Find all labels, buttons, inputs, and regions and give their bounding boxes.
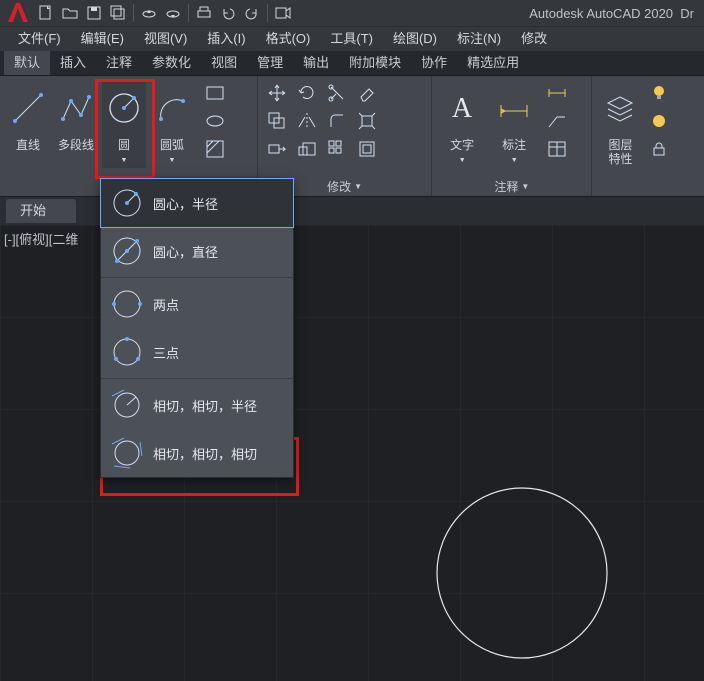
ribbon-tabs: 默认 插入 注释 参数化 视图 管理 输出 附加模块 协作 精选应用 (0, 51, 704, 76)
title-bar: Autodesk AutoCAD 2020 Dr (529, 6, 700, 21)
explode-icon[interactable] (354, 108, 380, 134)
cloud-save-icon[interactable] (162, 2, 184, 24)
line-button[interactable]: 直线 (6, 80, 50, 152)
print-icon[interactable] (193, 2, 215, 24)
polyline-icon (56, 80, 96, 136)
linear-dim-icon[interactable] (544, 80, 570, 106)
dim-button[interactable]: 标注▼ (490, 80, 538, 168)
circle-tan-tan-radius[interactable]: 相切，相切，半径 (101, 381, 293, 429)
chevron-down-icon: ▼ (121, 154, 128, 168)
share-icon[interactable] (272, 2, 294, 24)
menu-bar: 文件(F) 编辑(E) 视图(V) 插入(I) 格式(O) 工具(T) 绘图(D… (0, 26, 704, 51)
rect-icon[interactable] (202, 80, 228, 106)
tab-manage[interactable]: 管理 (247, 51, 293, 75)
arc-button[interactable]: 圆弧 ▼ (150, 80, 194, 168)
rotate-icon[interactable] (294, 80, 320, 106)
cloud-open-icon[interactable] (138, 2, 160, 24)
menu-modify[interactable]: 修改 (511, 27, 557, 51)
menu-draw[interactable]: 绘图(D) (383, 27, 447, 51)
circle-2points[interactable]: 两点 (101, 280, 293, 328)
tab-insert[interactable]: 插入 (50, 51, 96, 75)
menu-format[interactable]: 格式(O) (256, 27, 321, 51)
menu-insert[interactable]: 插入(I) (197, 27, 255, 51)
tab-param[interactable]: 参数化 (142, 51, 201, 75)
circle-3points[interactable]: 三点 (101, 328, 293, 376)
saveall-icon[interactable] (107, 2, 129, 24)
redo-icon[interactable] (241, 2, 263, 24)
stretch-icon[interactable] (264, 136, 290, 162)
leader-icon[interactable] (544, 108, 570, 134)
circle-tan-tan-tan[interactable]: 相切，相切，相切 (101, 429, 293, 477)
dim-icon (494, 80, 534, 136)
lock-icon[interactable] (646, 136, 672, 162)
app-title: Autodesk AutoCAD 2020 (529, 6, 673, 21)
line-label: 直线 (16, 136, 40, 152)
undo-icon[interactable] (217, 2, 239, 24)
menu-dim[interactable]: 标注(N) (447, 27, 511, 51)
bulb-on-icon[interactable] (646, 80, 672, 106)
menu-file[interactable]: 文件(F) (8, 27, 71, 51)
circle-icon (104, 80, 144, 136)
erase-icon[interactable] (354, 80, 380, 106)
svg-text:A: A (452, 93, 473, 124)
doc-name: Dr (680, 6, 694, 21)
circle-center-diameter[interactable]: 圆心，直径 (101, 227, 293, 275)
arc-label: 圆弧 (160, 138, 184, 152)
tab-collab[interactable]: 协作 (411, 51, 457, 75)
tab-output[interactable]: 输出 (293, 51, 339, 75)
tab-addon[interactable]: 附加模块 (339, 51, 411, 75)
scale-icon[interactable] (294, 136, 320, 162)
circle-label: 圆 (118, 138, 130, 152)
array-icon[interactable] (324, 136, 350, 162)
menu-view[interactable]: 视图(V) (134, 27, 197, 51)
layer-props-button[interactable]: 图层 特性 (598, 80, 642, 166)
circle-ttt-icon (109, 435, 145, 471)
freeze-icon[interactable] (646, 108, 672, 134)
arc-icon (152, 80, 192, 136)
fillet-icon[interactable] (324, 108, 350, 134)
text-icon: A (442, 80, 482, 136)
layer-label: 图层 特性 (608, 136, 632, 166)
hatch-icon[interactable] (202, 136, 228, 162)
dim-label: 标注 (502, 138, 526, 152)
circle-center-radius[interactable]: 圆心，半径 (101, 179, 293, 227)
text-label: 文字 (450, 138, 474, 152)
menu-edit[interactable]: 编辑(E) (71, 27, 134, 51)
trim-icon[interactable] (324, 80, 350, 106)
panel-modify-label: 修改 (327, 178, 351, 195)
circle-3p-icon (109, 334, 145, 370)
circle-cd-icon (109, 233, 145, 269)
circle-button[interactable]: 圆▼ (102, 80, 146, 168)
table-icon[interactable] (544, 136, 570, 162)
menu-tools[interactable]: 工具(T) (320, 27, 383, 51)
tab-start[interactable]: 开始 (6, 199, 76, 223)
polyline-label: 多段线 (58, 136, 94, 152)
app-logo[interactable] (4, 0, 32, 27)
circle-cr-icon (109, 185, 145, 221)
open-icon[interactable] (59, 2, 81, 24)
line-icon (8, 80, 48, 136)
ellipse-icon[interactable] (202, 108, 228, 134)
circle-ttr-icon (109, 387, 145, 423)
tab-default[interactable]: 默认 (4, 51, 50, 75)
layer-stack-icon (600, 80, 640, 136)
tab-view[interactable]: 视图 (201, 51, 247, 75)
quick-access-toolbar: Autodesk AutoCAD 2020 Dr (0, 0, 704, 26)
tab-featured[interactable]: 精选应用 (457, 51, 529, 75)
save-icon[interactable] (83, 2, 105, 24)
mirror-icon[interactable] (294, 108, 320, 134)
polyline-button[interactable]: 多段线 (54, 80, 98, 152)
chevron-down-icon: ▼ (169, 154, 176, 168)
offset-icon[interactable] (354, 136, 380, 162)
copy-icon[interactable] (264, 108, 290, 134)
circle-2p-icon (109, 286, 145, 322)
new-icon[interactable] (35, 2, 57, 24)
viewport-label[interactable]: [-][俯视][二维 (4, 229, 78, 248)
circle-dropdown-menu: 圆心，半径 圆心，直径 两点 三点 相切，相切，半径 相切，相切，相切 (100, 178, 294, 478)
tab-annotate[interactable]: 注释 (96, 51, 142, 75)
move-icon[interactable] (264, 80, 290, 106)
text-button[interactable]: A 文字▼ (438, 80, 486, 168)
